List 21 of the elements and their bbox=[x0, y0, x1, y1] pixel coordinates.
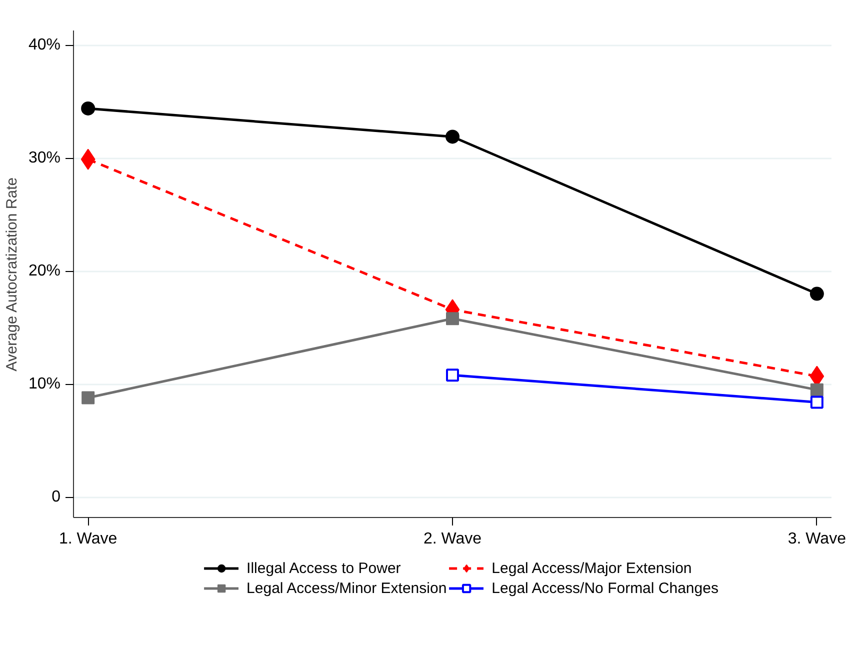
y-tick-label: 30% bbox=[28, 150, 61, 167]
point bbox=[810, 286, 824, 301]
y-tick-label: 40% bbox=[28, 36, 61, 54]
legend-label: Legal Access/Minor Extension bbox=[246, 580, 447, 596]
point bbox=[810, 396, 824, 409]
point bbox=[81, 101, 96, 116]
x-tick-label: 1. Wave bbox=[59, 530, 118, 548]
y-tick-label: 0 bbox=[52, 488, 61, 506]
x-tick-label: 2. Wave bbox=[423, 530, 482, 548]
legend-label: Legal Access/No Formal Changes bbox=[492, 580, 718, 596]
point bbox=[446, 368, 459, 382]
point bbox=[82, 391, 95, 404]
x-tick-label: 3. Wave bbox=[788, 530, 846, 548]
legend-label: Illegal Access to Power bbox=[246, 560, 401, 576]
point bbox=[446, 312, 459, 326]
y-axis-title: Average Autocratization Rate bbox=[3, 177, 20, 372]
point bbox=[446, 130, 460, 144]
point bbox=[810, 383, 824, 396]
y-tick-label: 20% bbox=[28, 262, 61, 280]
legend-label: Legal Access/Major Extension bbox=[492, 560, 692, 576]
y-tick-label: 10% bbox=[28, 376, 61, 393]
